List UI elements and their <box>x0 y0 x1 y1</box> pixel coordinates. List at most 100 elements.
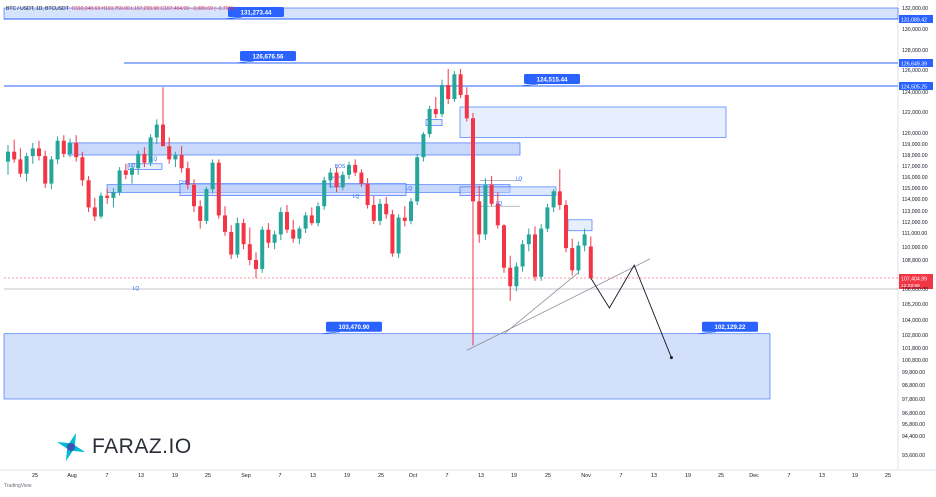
candle-body <box>55 140 60 160</box>
candle-body <box>43 156 48 184</box>
candle-body <box>173 155 178 160</box>
zone-oct-band <box>459 186 557 196</box>
time-tick-label: 19 <box>685 473 691 479</box>
zones-layer <box>3 7 899 400</box>
candle-body <box>390 214 395 254</box>
candle-body <box>415 157 420 202</box>
last-price-badge <box>899 274 933 289</box>
price-tick-label: 93,600.00 <box>902 453 925 459</box>
candle-body <box>489 184 494 204</box>
time-tick-label: 19 <box>852 473 858 479</box>
target-label-102129-bg <box>702 321 758 332</box>
projection-end <box>669 356 673 360</box>
price-tick-label: 96,800.00 <box>902 411 925 417</box>
candle-body <box>198 206 203 221</box>
support-trendline <box>466 258 651 351</box>
zone-small-oct-b <box>567 219 593 232</box>
price-tick-label: 110,000.00 <box>902 245 928 251</box>
candle-body <box>452 74 457 99</box>
price-tick-label: 105,200.00 <box>902 302 928 308</box>
time-tick-label: 19 <box>344 473 350 479</box>
candle-body <box>61 140 66 154</box>
candle-body <box>570 248 575 271</box>
candle-body <box>409 201 413 221</box>
candle-body <box>582 234 587 246</box>
time-tick-label: 25 <box>718 473 724 479</box>
candle-body <box>247 244 252 260</box>
candle-body <box>421 134 426 158</box>
candle-body <box>471 118 475 202</box>
annotation-label: LQ <box>516 176 523 182</box>
time-tick-label: 7 <box>106 473 109 479</box>
time-tick-label: 25 <box>205 473 211 479</box>
price-tick-label: 113,000.00 <box>902 209 928 215</box>
candle-body <box>111 192 116 198</box>
candle-body <box>68 142 72 154</box>
brand-name: FARAZ.IO <box>92 435 192 458</box>
candle-body <box>539 228 544 277</box>
levels-layer <box>4 18 898 290</box>
price-tick-label: 124,000.00 <box>902 90 928 96</box>
candle-body <box>24 156 29 174</box>
candle-body <box>458 74 463 95</box>
symbol-header: BTC / USDT, 1D, BTCUSDT O110,040.69 H110… <box>6 6 235 12</box>
candle-body <box>502 225 506 268</box>
support-trendline-2 <box>503 272 579 335</box>
price-tick-label: 106,600.00 <box>902 287 928 293</box>
price-tag-bg <box>899 15 933 23</box>
candle-body <box>136 153 141 169</box>
price-tick-label: 101,800.00 <box>902 346 928 352</box>
candle-body <box>545 207 550 229</box>
candle-body <box>347 164 351 175</box>
time-axis[interactable]: 25 Aug 7 13 19 25 Sep 7 13 19 25 Oct 7 13 19 25 Nov 7 13 19… <box>32 473 891 479</box>
candle-body <box>446 84 451 99</box>
zone-mid-inner <box>179 183 407 197</box>
price-tick-label: 104,000.00 <box>902 318 928 324</box>
zone-small-left <box>127 163 163 170</box>
candle-body <box>576 245 581 271</box>
candle-body <box>309 215 314 224</box>
candle-body <box>303 215 308 229</box>
candle-body <box>520 244 525 267</box>
candle-body <box>37 148 41 157</box>
candle-body <box>167 146 172 160</box>
annotation-label: LQ <box>496 201 503 207</box>
candle-body <box>514 266 519 287</box>
time-tick-label: 19 <box>511 473 517 479</box>
candle-body <box>402 217 407 221</box>
candle-body <box>130 168 134 175</box>
last-price-countdown: 12:29:59 <box>901 283 920 289</box>
candle-body <box>235 223 240 255</box>
faraz-star-icon <box>56 432 86 462</box>
candle-body <box>49 159 54 184</box>
time-tick-label: Nov <box>581 473 591 479</box>
price-tick-label: 111,000.00 <box>902 231 927 237</box>
candle-body <box>359 172 364 184</box>
candle-body <box>216 162 221 216</box>
candle-body <box>254 260 258 270</box>
time-tick-label: 25 <box>885 473 891 479</box>
price-axis[interactable]: 132,000.00 131,089.42 130,000.00 128,000.00… <box>899 6 933 459</box>
price-tick-label: 119,000.00 <box>902 142 928 148</box>
candle-body <box>564 205 568 249</box>
candle-body <box>272 234 277 243</box>
badge-connector <box>321 331 341 335</box>
price-axis-panel <box>0 0 936 471</box>
candle-body <box>533 234 537 277</box>
candle-body <box>105 195 110 198</box>
candle-body <box>371 205 376 221</box>
candle-body <box>378 203 382 221</box>
price-tick-label: 108,800.00 <box>902 258 928 264</box>
candle-body <box>557 191 562 205</box>
candle-body <box>80 157 85 181</box>
time-tick-label: 13 <box>138 473 144 479</box>
candle-body <box>316 206 320 224</box>
time-tick-label: Aug <box>67 473 77 479</box>
annotation-label: CHC <box>179 180 190 186</box>
projection-path <box>590 264 672 358</box>
annotation-label: LQ <box>129 163 136 169</box>
last-price-value: 107,404.99 <box>901 276 927 282</box>
tradingview-label: TradingView <box>4 483 32 489</box>
